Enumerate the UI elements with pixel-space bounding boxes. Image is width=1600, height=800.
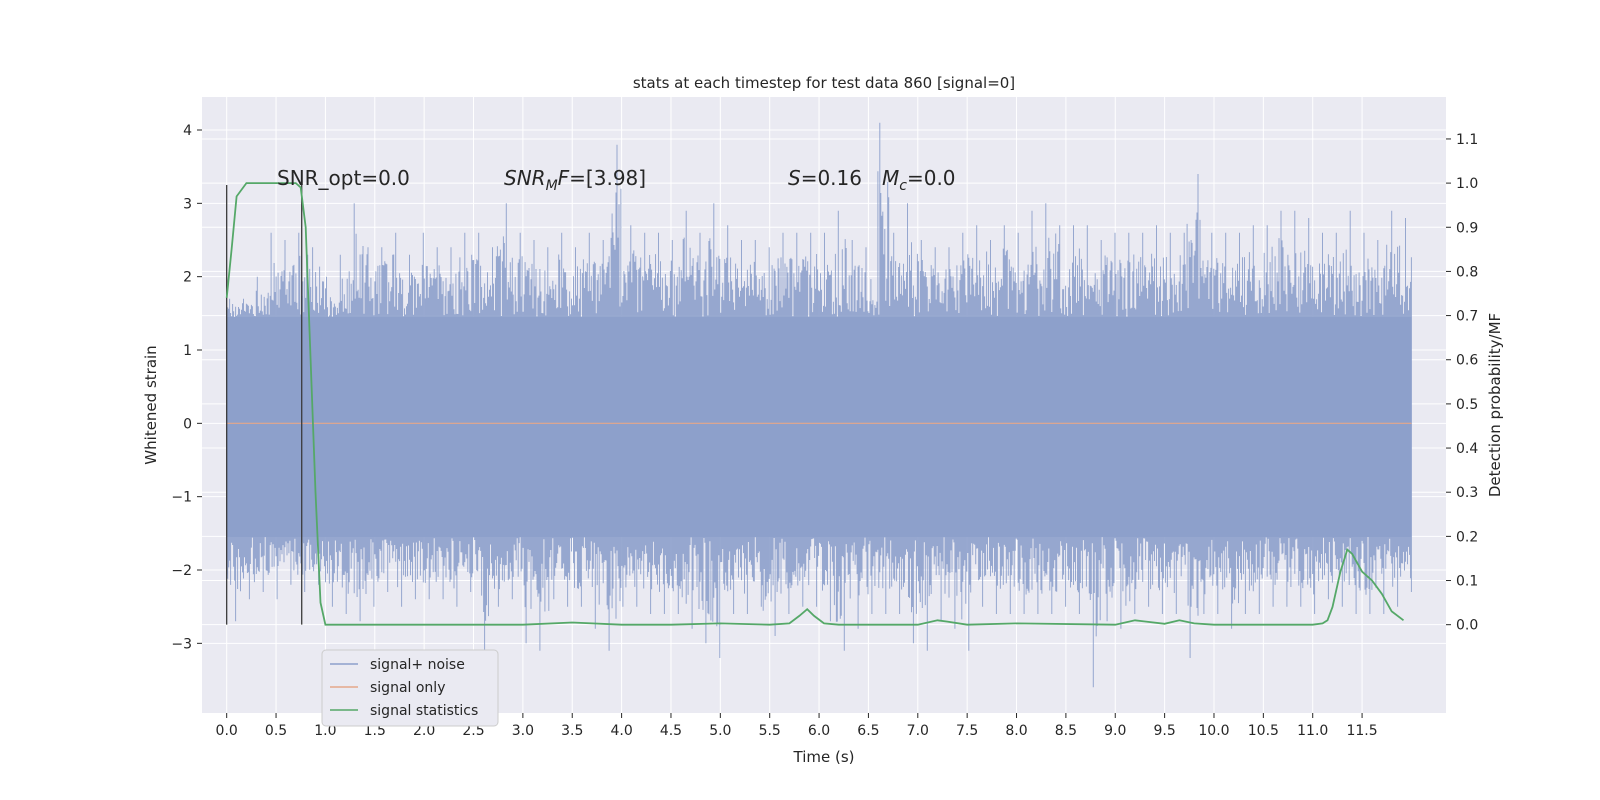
y-right-tick-label: 0.5	[1456, 397, 1478, 413]
annotation-snr-mf-f: F	[558, 166, 570, 190]
y-right-tick-label: 0.9	[1456, 220, 1478, 236]
x-tick-label: 11.0	[1297, 723, 1328, 739]
chart-title: stats at each timestep for test data 860…	[633, 74, 1015, 92]
annotation-snr-mf-value: =[3.98]	[569, 166, 646, 190]
x-tick-label: 1.0	[314, 723, 336, 739]
y-right-tick-label: 1.1	[1456, 132, 1478, 148]
y-tick-label: −1	[171, 490, 192, 506]
x-tick-label: 10.5	[1248, 723, 1279, 739]
x-tick-label: 10.0	[1198, 723, 1229, 739]
x-tick-label: 8.5	[1055, 723, 1077, 739]
x-tick-label: 6.0	[808, 723, 830, 739]
annotation-s-value: =0.16	[801, 166, 862, 190]
y-right-tick-label: 0.4	[1456, 441, 1478, 457]
x-axis-label: Time (s)	[793, 748, 855, 766]
x-tick-label: 0.0	[216, 723, 238, 739]
y-tick-label: 2	[183, 270, 192, 286]
vertical-markers	[226, 185, 303, 625]
x-tick-label: 3.0	[512, 723, 534, 739]
annotation-s: S=0.16	[788, 166, 862, 190]
y-tick-label: −2	[171, 563, 192, 579]
x-tick-label: 11.5	[1346, 723, 1377, 739]
y-axis-right-label: Detection probability/MF	[1486, 313, 1504, 497]
x-tick-label: 6.5	[857, 723, 879, 739]
x-tick-label: 7.5	[956, 723, 978, 739]
x-tick-label: 9.5	[1153, 723, 1175, 739]
legend-label-signal-statistics: signal statistics	[370, 703, 478, 719]
annotation-mc-prefix: M	[882, 166, 899, 190]
signal-statistics-line	[225, 182, 1405, 626]
x-tick-label: 5.5	[759, 723, 781, 739]
x-tick-label: 1.5	[364, 723, 386, 739]
x-tick-label: 5.0	[709, 723, 731, 739]
annotation-snr-opt: SNR_opt=0.0	[277, 166, 410, 190]
legend-label-signal-plus-noise: signal+ noise	[370, 657, 465, 673]
annotation-s-prefix: S	[788, 166, 801, 190]
y-right-tick-label: 0.1	[1456, 574, 1478, 590]
annotation-snr-mf-sub: M	[546, 178, 558, 194]
y-right-tick-label: 1.0	[1456, 176, 1478, 192]
x-tick-label: 3.5	[561, 723, 583, 739]
legend: signal+ noise signal only signal statist…	[321, 649, 499, 727]
annotation-mc: Mc=0.0	[882, 166, 956, 194]
y-tick-label: −3	[171, 636, 192, 652]
y-tick-label: 0	[183, 416, 192, 432]
y-right-tick-label: 0.8	[1456, 264, 1478, 280]
y-right-tick-label: 0.3	[1456, 485, 1478, 501]
x-tick-label: 0.5	[265, 723, 287, 739]
x-tick-label: 2.5	[462, 723, 484, 739]
x-tick-label: 2.0	[413, 723, 435, 739]
y-right-tick-label: 0.6	[1456, 353, 1478, 369]
x-tick-label: 4.0	[610, 723, 632, 739]
series-signal-statistics	[225, 182, 1405, 626]
y-tick-label: 1	[183, 343, 192, 359]
annotation-snr-mf-prefix: SNR	[504, 166, 546, 190]
y-right-tick-label: 0.0	[1456, 618, 1478, 634]
x-tick-label: 8.0	[1005, 723, 1027, 739]
x-tick-label: 7.0	[907, 723, 929, 739]
legend-box	[321, 649, 499, 727]
x-tick-label: 9.0	[1104, 723, 1126, 739]
legend-label-signal-only: signal only	[370, 680, 445, 696]
annotation-mc-sub: c	[899, 178, 907, 194]
annotation-mc-value: =0.0	[907, 166, 956, 190]
series-signal-plus-noise	[226, 122, 1412, 688]
axes: 0.0 0.5 1.0 1.5 2.0 2.5 3.0 3.5 4.0 4.5 5.0 5.5 6.0 6…	[171, 123, 1478, 739]
x-tick-label: 4.5	[660, 723, 682, 739]
y-right-tick-label: 0.2	[1456, 529, 1478, 545]
y-tick-label: 3	[183, 196, 192, 212]
y-right-tick-label: 0.7	[1456, 309, 1478, 325]
y-tick-label: 4	[183, 123, 192, 139]
annotation-snr-mf: SNRMF=[3.98]	[504, 166, 646, 194]
y-axis-label: Whitened strain	[142, 345, 160, 464]
